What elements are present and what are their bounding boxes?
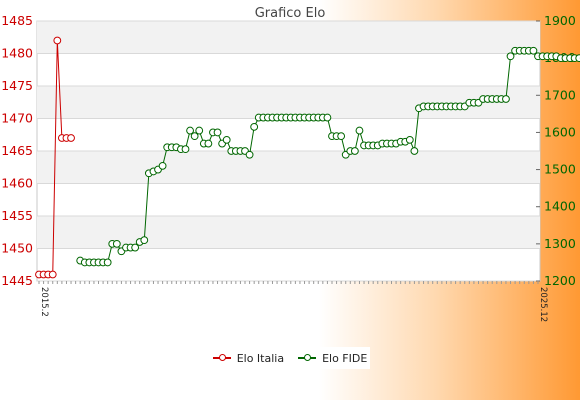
data-point-elo-fide[interactable] [131,243,140,252]
y-left-tick-label: 1445 [1,273,33,288]
x-tick-label: 2025.12 [538,287,548,322]
y-right-tick-label: 1700 [544,87,576,102]
y-right-tick-label: 1300 [544,236,576,251]
y-left-tick-label: 1475 [1,78,33,93]
x-tick-label: 2015.2 [39,287,49,317]
legend-item-elo-fide[interactable]: Elo FIDE [298,352,367,365]
data-point-elo-fide[interactable] [158,161,167,170]
y-left-tick-label: 1460 [1,176,33,191]
legend-item-elo-italia[interactable]: Elo Italia [212,351,285,365]
plot-band [37,86,540,119]
data-point-elo-fide[interactable] [186,126,194,135]
y-left-tick-label: 1465 [1,143,33,158]
data-point-elo-fide[interactable] [350,147,359,155]
y-right-tick-label: 1200 [544,273,576,288]
plot-band [37,216,540,249]
data-point-elo-fide[interactable] [140,236,149,245]
chart-legend: Elo Italia Elo FIDE [210,347,370,369]
data-point-elo-fide[interactable] [506,52,515,61]
data-point-elo-fide[interactable] [410,147,419,155]
data-point-elo-fide[interactable] [245,150,254,159]
data-point-elo-fide[interactable] [181,145,190,154]
data-point-elo-fide[interactable] [195,126,204,135]
data-point-elo-fide[interactable] [103,258,112,267]
data-point-elo-fide[interactable] [337,132,346,141]
data-point-elo-italia[interactable] [48,270,57,279]
data-point-elo-fide[interactable] [204,139,213,148]
data-point-elo-fide[interactable] [575,54,580,63]
y-right-tick-label: 1400 [544,199,576,214]
plot-band [37,151,540,184]
y-right-tick-label: 1500 [544,162,576,177]
data-point-elo-fide[interactable] [222,135,231,144]
y-right-tick-label: 1900 [544,13,576,28]
data-point-elo-fide[interactable] [213,128,222,137]
y-right-tick-label: 1600 [544,124,576,139]
chart-title: Grafico Elo [255,6,326,21]
data-point-elo-fide[interactable] [529,46,538,55]
y-left-tick-label: 1485 [1,13,33,28]
data-point-elo-fide[interactable] [250,122,259,131]
legend-label-elo-fide: Elo FIDE [322,351,368,365]
y-left-tick-label: 1470 [1,111,33,126]
y-left-tick-label: 1455 [1,208,33,223]
legend-swatch-elo-fide [298,354,317,361]
data-point-elo-italia[interactable] [53,36,62,45]
data-point-elo-fide[interactable] [323,113,332,122]
data-point-elo-fide[interactable] [190,132,199,141]
legend-label-elo-italia: Elo Italia [236,351,285,365]
y-left-tick-label: 1450 [1,241,33,256]
legend-swatch-elo-italia [212,354,231,361]
data-point-elo-italia[interactable] [67,134,75,142]
y-left-tick-label: 1480 [1,46,33,61]
data-point-elo-fide[interactable] [355,126,364,135]
data-point-elo-fide[interactable] [405,135,414,144]
plot-band [37,21,540,54]
data-point-elo-fide[interactable] [502,95,510,103]
data-point-elo-fide[interactable] [112,239,121,248]
